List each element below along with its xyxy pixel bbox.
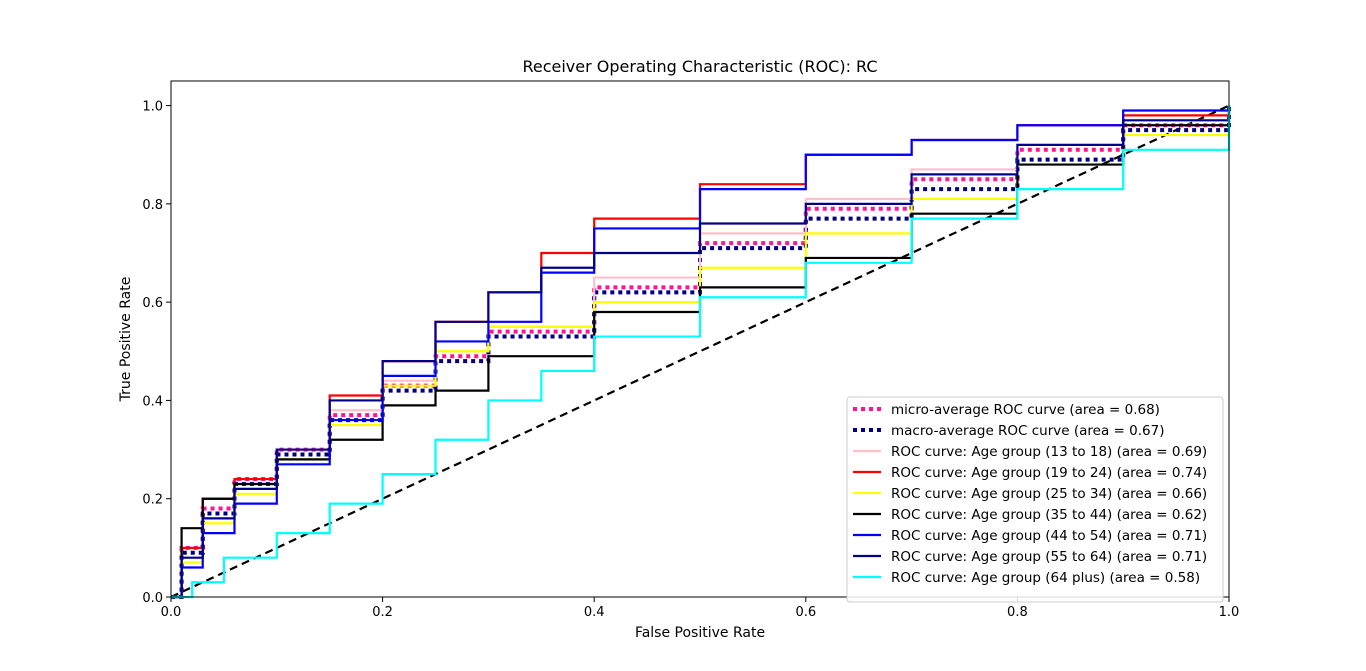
legend-label-7: ROC curve: Age group (55 to 64) (area = … <box>891 549 1207 565</box>
x-axis: 0.0 0.2 0.4 0.6 0.8 1.0 <box>161 597 1240 620</box>
x-tick-label: 0.6 <box>795 605 816 620</box>
y-axis: 0.0 0.2 0.4 0.6 0.8 1.0 <box>142 100 171 606</box>
legend-label-0: micro-average ROC curve (area = 0.68) <box>891 402 1160 418</box>
chart-title: Receiver Operating Characteristic (ROC):… <box>522 57 877 76</box>
x-tick-label: 0.0 <box>161 605 182 620</box>
legend-label-3: ROC curve: Age group (19 to 24) (area = … <box>891 465 1207 481</box>
legend-label-6: ROC curve: Age group (44 to 54) (area = … <box>891 528 1207 544</box>
x-tick-label: 1.0 <box>1219 605 1240 620</box>
y-tick-label: 0.0 <box>142 591 163 606</box>
y-tick-label: 0.8 <box>142 198 163 213</box>
legend-label-8: ROC curve: Age group (64 plus) (area = 0… <box>891 570 1200 586</box>
legend-label-2: ROC curve: Age group (13 to 18) (area = … <box>891 444 1207 460</box>
x-axis-label: False Positive Rate <box>635 625 765 641</box>
y-axis-label: True Positive Rate <box>118 277 134 403</box>
y-tick-label: 0.6 <box>142 296 163 311</box>
y-tick-label: 0.4 <box>142 394 163 409</box>
legend: micro-average ROC curve (area = 0.68) mac… <box>846 396 1224 603</box>
x-tick-label: 0.4 <box>584 605 605 620</box>
legend-box <box>846 396 1224 603</box>
x-tick-label: 0.2 <box>372 605 393 620</box>
y-tick-label: 0.2 <box>142 493 163 508</box>
axes-frame <box>170 80 1230 598</box>
y-tick-label: 1.0 <box>142 100 163 115</box>
x-tick-label: 0.8 <box>1007 605 1028 620</box>
plot-area <box>170 104 1231 599</box>
roc-series-8 <box>171 105 1231 599</box>
roc-series-7 <box>171 105 1231 599</box>
legend-label-5: ROC curve: Age group (35 to 44) (area = … <box>891 507 1207 523</box>
legend-label-4: ROC curve: Age group (25 to 34) (area = … <box>891 486 1207 502</box>
legend-label-1: macro-average ROC curve (area = 0.67) <box>891 423 1164 439</box>
